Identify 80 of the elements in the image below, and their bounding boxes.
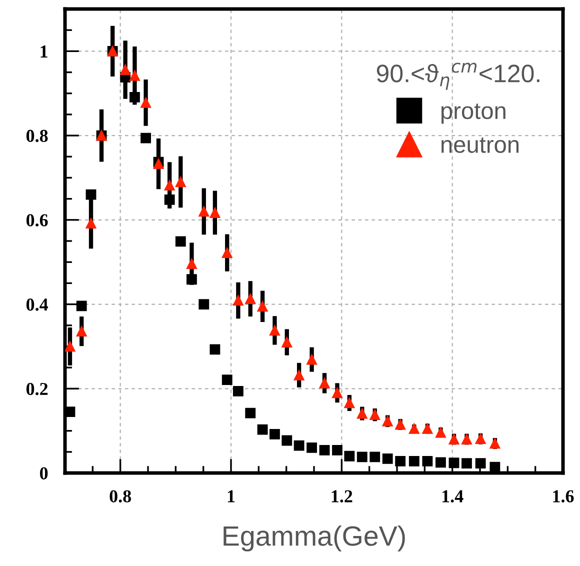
- point: [395, 456, 406, 466]
- x-tick-label: 0.8: [110, 490, 132, 502]
- point: [222, 374, 232, 385]
- point: [76, 300, 87, 312]
- point: [130, 92, 140, 102]
- point: [490, 438, 500, 449]
- y-tick-label: 0.2: [26, 382, 48, 396]
- point: [257, 424, 268, 435]
- point: [164, 194, 175, 205]
- point: [186, 258, 197, 269]
- point: [422, 456, 433, 466]
- point: [448, 458, 460, 468]
- legend-label: neutron: [442, 137, 519, 153]
- x-tick-label: 1.4: [442, 490, 464, 502]
- point: [332, 445, 342, 456]
- legend-label: proton: [441, 104, 506, 124]
- point: [408, 456, 420, 466]
- point: [344, 450, 355, 462]
- point: [382, 453, 393, 464]
- point: [344, 398, 355, 408]
- point: [175, 176, 186, 188]
- point: [65, 341, 76, 352]
- point: [245, 408, 256, 418]
- point: [408, 424, 420, 434]
- point: [356, 452, 368, 462]
- point: [232, 295, 244, 306]
- point: [319, 378, 330, 388]
- point: [282, 337, 292, 348]
- point: [130, 70, 140, 81]
- point: [198, 206, 210, 217]
- x-tick-label: 1: [228, 490, 235, 502]
- point: [222, 248, 232, 258]
- point: [140, 97, 151, 108]
- point: [120, 64, 131, 75]
- point: [76, 326, 87, 336]
- point: [245, 294, 256, 304]
- point: [306, 442, 317, 453]
- point: [475, 434, 486, 444]
- point: [270, 428, 280, 440]
- point: [370, 410, 380, 420]
- point: [370, 452, 380, 462]
- point: [294, 440, 304, 451]
- y-tick-label: 0.4: [26, 298, 48, 311]
- point: [282, 435, 292, 446]
- point: [140, 132, 151, 144]
- y-tick-label: 0: [40, 467, 48, 480]
- point: [232, 386, 244, 396]
- point: [210, 344, 220, 355]
- point: [448, 434, 460, 444]
- point: [319, 445, 330, 456]
- point: [356, 408, 368, 419]
- point: [186, 274, 197, 285]
- legend-title: 90.<ϑ$_{η}$$^{cm}$<120.: [376, 62, 540, 90]
- y-tick-label: 0.6: [26, 214, 48, 226]
- point: [332, 388, 342, 398]
- point: [382, 416, 393, 426]
- point: [198, 299, 210, 310]
- point: [475, 458, 486, 469]
- point: [490, 462, 500, 472]
- x-tick-label: 1.6: [553, 490, 574, 502]
- point: [395, 419, 406, 430]
- point: [294, 370, 304, 380]
- point: [306, 354, 317, 365]
- x-axis-title: Egamma(GeV): [224, 525, 405, 552]
- point: [422, 424, 433, 434]
- point: [164, 180, 175, 191]
- point: [65, 406, 76, 418]
- point: [436, 427, 446, 438]
- point: [462, 434, 472, 444]
- point: [210, 208, 220, 218]
- x-tick-label: 1.2: [332, 490, 352, 502]
- point: [86, 189, 96, 200]
- point: [462, 458, 472, 469]
- y-tick-label: 0.8: [26, 130, 48, 142]
- point: [257, 301, 268, 312]
- point: [270, 325, 280, 336]
- point: [175, 236, 186, 247]
- point: [436, 457, 446, 468]
- y-tick-label: 1: [40, 46, 48, 58]
- point: [86, 218, 96, 228]
